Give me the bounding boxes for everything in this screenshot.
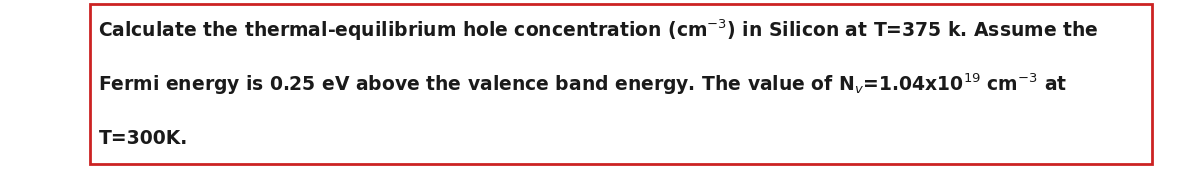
- Text: Fermi energy is 0.25 eV above the valence band energy. The value of N$_v$=1.04x1: Fermi energy is 0.25 eV above the valenc…: [98, 72, 1068, 97]
- Text: Calculate the thermal-equilibrium hole concentration (cm$^{-3}$) in Silicon at T: Calculate the thermal-equilibrium hole c…: [98, 18, 1099, 43]
- FancyBboxPatch shape: [90, 4, 1152, 164]
- Text: T=300K.: T=300K.: [98, 129, 187, 148]
